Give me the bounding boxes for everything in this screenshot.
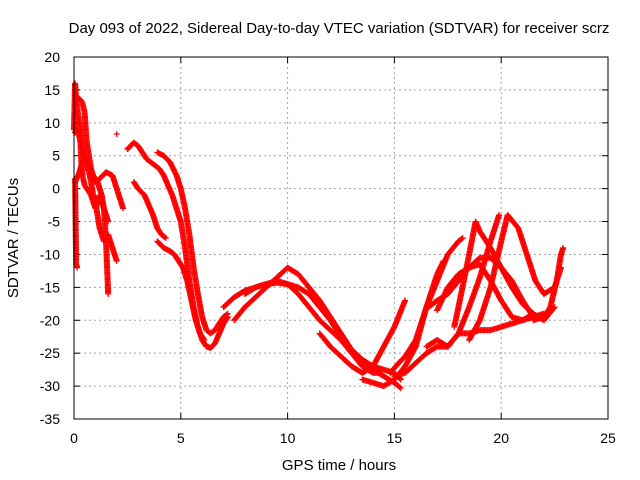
- data-point: [161, 234, 168, 241]
- data-series: [124, 139, 231, 351]
- data-point: [162, 235, 169, 241]
- y-tick-label: 5: [52, 148, 60, 164]
- data-series: [316, 297, 409, 376]
- y-tick-label: 10: [44, 115, 60, 131]
- data-series: [154, 149, 231, 337]
- y-tick-label: -35: [40, 411, 60, 427]
- y-axis-label: SDTVAR / TECUs: [5, 178, 22, 298]
- data-series: [451, 218, 558, 330]
- tick-label-layer: 0 5 10 15 20 25 -35 -30 -25 -20 -15 -10 -5 0 5 10 15 20: [40, 49, 616, 446]
- data-point: [105, 218, 112, 225]
- y-tick-label: -30: [40, 378, 60, 394]
- y-tick-label: -20: [40, 312, 60, 328]
- data-point: [120, 205, 127, 212]
- data-point: [74, 264, 81, 271]
- y-tick-label: -15: [40, 279, 60, 295]
- data-series: [530, 244, 567, 324]
- data-point: [200, 336, 207, 343]
- data-series: [130, 179, 169, 241]
- chart-title: Day 093 of 2022, Sidereal Day-to-day VTE…: [69, 20, 610, 37]
- y-tick-label: 0: [52, 181, 60, 197]
- data-series: [241, 277, 383, 376]
- data-point: [223, 311, 230, 318]
- data-point: [459, 235, 466, 241]
- x-tick-label: 0: [70, 430, 78, 446]
- y-tick-label: -25: [40, 345, 60, 361]
- y-tick-label: -5: [48, 214, 61, 230]
- y-tick-label: -10: [40, 246, 60, 262]
- data-point: [376, 369, 383, 376]
- x-tick-label: 15: [387, 430, 403, 446]
- x-tick-label: 10: [280, 430, 296, 446]
- data-point: [201, 337, 208, 344]
- data-series: [113, 131, 120, 138]
- x-tick-label: 20: [493, 430, 509, 446]
- data-point: [397, 385, 404, 392]
- data-point: [397, 376, 404, 383]
- grid-layer: [74, 57, 608, 419]
- data-series: [72, 156, 127, 212]
- data-point: [224, 310, 231, 317]
- data-point: [402, 297, 409, 304]
- x-axis-label: GPS time / hours: [282, 457, 396, 474]
- data-series: [105, 231, 120, 265]
- data-point: [396, 384, 403, 391]
- y-tick-label: 15: [44, 82, 60, 98]
- x-tick-label: 25: [600, 430, 616, 446]
- data-point: [560, 244, 567, 251]
- data-point: [496, 211, 503, 218]
- data-point: [105, 290, 112, 297]
- data-point: [458, 235, 465, 242]
- data-point: [113, 131, 120, 138]
- data-layer: [71, 80, 567, 392]
- y-tick-label: 20: [44, 49, 60, 65]
- x-tick-label: 5: [177, 430, 185, 446]
- data-point: [113, 258, 120, 265]
- data-series: [154, 238, 208, 344]
- plot-frame: [73, 56, 609, 420]
